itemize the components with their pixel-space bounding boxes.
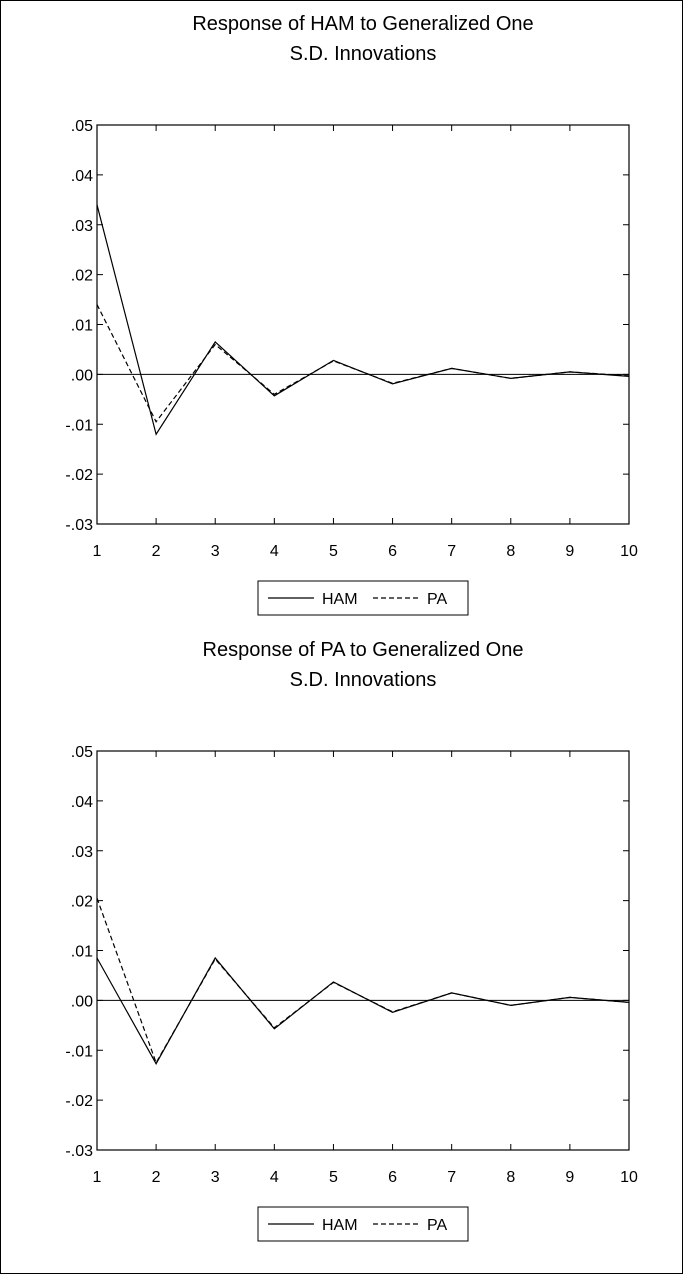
chart-subtitle: S.D. Innovations <box>290 43 437 65</box>
x-tick-label: 6 <box>388 543 397 560</box>
x-tick-label: 7 <box>447 1169 456 1186</box>
x-tick-label: 8 <box>506 1169 515 1186</box>
x-tick-label: 10 <box>620 543 638 560</box>
plot-area <box>96 750 630 1151</box>
x-tick-label: 9 <box>565 1169 574 1186</box>
series-line-ham <box>96 956 630 1065</box>
y-tick-label: .02 <box>71 268 93 285</box>
y-tick-label: .02 <box>71 894 93 911</box>
y-tick-label: .03 <box>71 844 93 861</box>
chart-panel-1: Response of HAM to Generalized One S.D. I… <box>65 13 638 616</box>
x-tick-label: 2 <box>152 1169 161 1186</box>
legend-label-ham: HAM <box>322 1217 358 1234</box>
y-tick-label: .04 <box>71 168 93 185</box>
y-tick-label: .00 <box>71 367 93 384</box>
x-tick-label: 4 <box>270 1169 279 1186</box>
x-tick-label: 1 <box>93 543 102 560</box>
series-line-pa <box>96 897 630 1065</box>
plot-area <box>96 124 630 525</box>
x-tick-label: 3 <box>211 543 220 560</box>
series-line-pa <box>96 304 630 423</box>
y-tick-label: -.02 <box>65 467 93 484</box>
x-tick-label: 8 <box>506 543 515 560</box>
chart-title: Response of PA to Generalized One <box>203 639 524 661</box>
x-tick-label: 1 <box>93 1169 102 1186</box>
y-tick-label: .00 <box>71 993 93 1010</box>
legend-label-ham: HAM <box>322 591 358 608</box>
x-tick-label: 5 <box>329 1169 338 1186</box>
x-tick-label: 4 <box>270 543 279 560</box>
x-tick-label: 10 <box>620 1169 638 1186</box>
series-line-ham <box>96 204 630 436</box>
y-tick-label: -.01 <box>65 1043 93 1060</box>
y-tick-label: .04 <box>71 794 93 811</box>
y-tick-label: .01 <box>71 318 93 335</box>
legend-label-pa: PA <box>427 591 447 608</box>
chart-title: Response of HAM to Generalized One <box>192 13 533 35</box>
y-tick-label: -.02 <box>65 1093 93 1110</box>
x-tick-label: 6 <box>388 1169 397 1186</box>
y-tick-label: .05 <box>71 118 93 135</box>
y-tick-label: -.03 <box>65 517 93 534</box>
y-tick-label: .05 <box>71 744 93 761</box>
x-tick-label: 3 <box>211 1169 220 1186</box>
x-tick-label: 2 <box>152 543 161 560</box>
x-tick-label: 5 <box>329 543 338 560</box>
x-tick-label: 9 <box>565 543 574 560</box>
chart-panel-2: Response of PA to Generalized One S.D. In… <box>65 639 638 1242</box>
y-tick-label: .03 <box>71 218 93 235</box>
chart-subtitle: S.D. Innovations <box>290 669 437 691</box>
y-tick-label: -.03 <box>65 1143 93 1160</box>
x-tick-label: 7 <box>447 543 456 560</box>
y-tick-label: .01 <box>71 944 93 961</box>
y-tick-label: -.01 <box>65 417 93 434</box>
legend-label-pa: PA <box>427 1217 447 1234</box>
